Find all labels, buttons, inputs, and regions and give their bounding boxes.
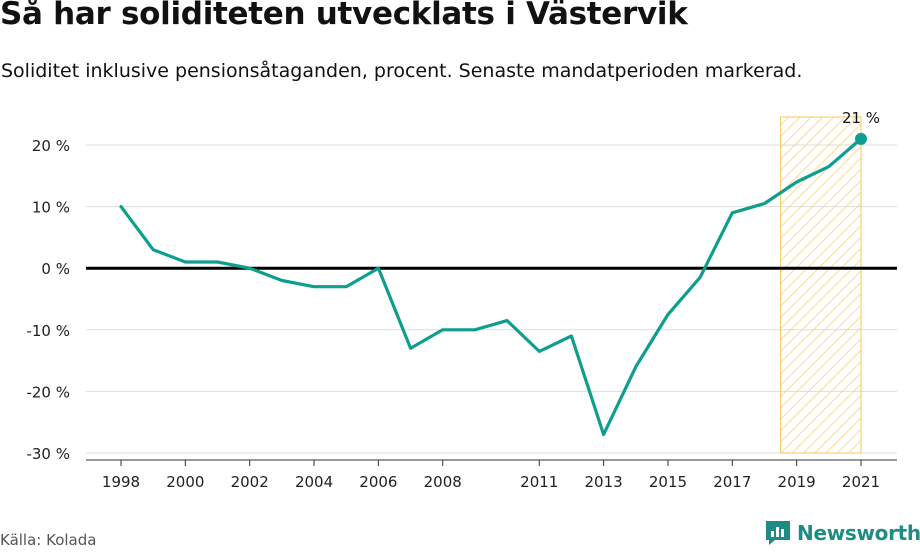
data-point	[504, 318, 510, 324]
data-point	[697, 274, 703, 280]
data-point	[665, 311, 671, 317]
x-tick-label: 2019	[778, 473, 816, 491]
end-point-marker	[855, 132, 867, 145]
data-point	[118, 204, 124, 210]
data-point	[633, 364, 639, 370]
data-point	[247, 265, 253, 271]
y-tick-label: 20 %	[32, 137, 70, 155]
newsworthy-logo: Newsworthy	[765, 520, 920, 546]
y-tick-label: -10 %	[26, 322, 70, 340]
data-point	[343, 284, 349, 290]
data-point	[150, 247, 156, 253]
data-point	[215, 259, 221, 265]
y-tick-label: 10 %	[32, 199, 70, 217]
data-point	[568, 333, 574, 339]
x-tick-label: 2021	[842, 473, 880, 491]
data-point	[311, 284, 317, 290]
highlight-band: Senaste mandatperioden	[780, 116, 862, 454]
y-tick-label: -30 %	[26, 445, 70, 463]
data-point	[279, 278, 285, 284]
chart-title: Så har soliditeten utvecklats i Västervi…	[0, 0, 688, 32]
x-tick-label: 2006	[359, 473, 397, 491]
x-tick-label: 2002	[231, 473, 269, 491]
data-point	[472, 327, 478, 333]
x-tick-label: 2000	[166, 473, 204, 491]
x-tick-label: 2008	[424, 473, 462, 491]
chart-subtitle: Soliditet inklusive pensionsåtaganden, p…	[1, 60, 803, 82]
x-tick-label: 2015	[649, 473, 687, 491]
data-point	[826, 164, 832, 170]
x-tick-label: 2017	[713, 473, 751, 491]
x-tick-label: 1998	[102, 473, 140, 491]
newsworthy-logo-icon	[766, 521, 790, 545]
data-point	[375, 265, 381, 271]
source-note: Källa: Kolada	[0, 531, 97, 549]
data-point	[408, 345, 414, 351]
data-point	[761, 201, 767, 207]
y-tick-label: 0 %	[41, 260, 70, 278]
series-line	[119, 137, 863, 437]
x-tick-label: 2011	[520, 473, 558, 491]
x-tick-label: 2013	[585, 473, 623, 491]
brand-name: Newsworthy	[797, 521, 920, 545]
data-point	[536, 348, 542, 354]
data-point	[601, 432, 607, 438]
data-point	[794, 179, 800, 185]
data-point	[440, 327, 446, 333]
data-point	[729, 210, 735, 216]
y-tick-label: -20 %	[26, 383, 70, 401]
end-value-label: 21 %	[842, 109, 880, 127]
data-point	[182, 259, 188, 265]
x-tick-label: 2004	[295, 473, 333, 491]
